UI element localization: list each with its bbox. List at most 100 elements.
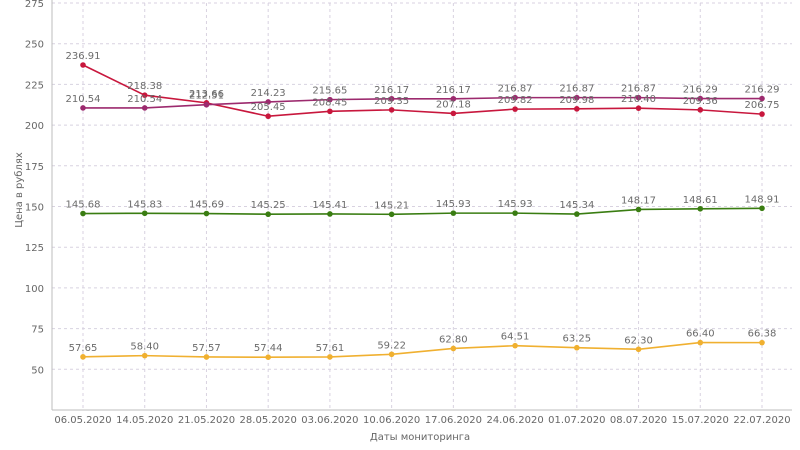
x-tick-label: 14.05.2020 [116, 415, 173, 426]
data-label: 145.68 [66, 200, 101, 211]
x-tick-label: 21.05.2020 [178, 415, 235, 426]
data-label: 216.87 [621, 84, 656, 95]
data-label: 62.80 [439, 334, 468, 345]
data-point [388, 95, 395, 102]
data-label: 236.91 [66, 51, 101, 62]
y-tick-label: 225 [25, 80, 44, 91]
data-point [203, 101, 210, 108]
data-point [759, 111, 765, 117]
data-label: 214.23 [251, 88, 286, 99]
axes: 50 75 100 125 150 175 200 225 250 275 06.05.2020 14… [25, 0, 792, 426]
y-tick-label: 125 [25, 243, 44, 254]
data-label: 213.66 [189, 89, 224, 100]
data-label: 205.45 [251, 102, 286, 113]
data-point [574, 211, 580, 217]
series-line [82, 64, 763, 118]
data-point [141, 352, 148, 359]
data-label: 57.61 [316, 343, 345, 354]
data-label: 209.36 [683, 96, 718, 107]
series-line [82, 341, 763, 358]
data-point [574, 106, 580, 112]
data-label: 59.22 [377, 340, 406, 351]
data-label: 209.35 [374, 96, 409, 107]
data-point [141, 105, 148, 111]
data-label: 206.75 [745, 100, 780, 111]
y-axis-title: Цена в рублях [14, 152, 25, 228]
data-point [80, 105, 86, 111]
data-label: 58.40 [130, 342, 159, 353]
y-tick-label: 175 [25, 162, 44, 173]
data-point [512, 106, 518, 112]
data-label: 145.93 [436, 199, 471, 210]
y-tick-label: 100 [25, 284, 44, 295]
data-label: 145.69 [189, 200, 224, 211]
data-point [203, 210, 210, 217]
data-point [450, 95, 457, 102]
x-axis-title: Даты мониторинга [370, 432, 470, 443]
data-label: 215.65 [312, 86, 347, 97]
y-tick-label: 75 [31, 325, 44, 336]
data-label: 145.41 [312, 200, 347, 211]
series-lines [80, 62, 765, 360]
data-point [635, 94, 642, 101]
data-point [80, 210, 86, 217]
data-label: 216.17 [436, 85, 471, 96]
data-point [141, 210, 148, 217]
data-label: 216.17 [374, 85, 409, 96]
data-point [759, 339, 765, 346]
data-label: 66.38 [748, 329, 777, 340]
data-label: 145.34 [559, 200, 594, 211]
data-label: 207.18 [436, 99, 471, 110]
data-point [697, 205, 704, 212]
data-label: 64.51 [501, 332, 530, 343]
x-tick-label: 03.06.2020 [301, 415, 358, 426]
data-point [203, 354, 210, 360]
x-tick-label: 22.07.2020 [733, 415, 790, 426]
data-label: 216.29 [745, 85, 780, 96]
grid [52, 2, 792, 410]
y-tick-label: 200 [25, 121, 44, 132]
data-label: 210.54 [66, 94, 101, 105]
series-line [82, 207, 763, 216]
data-point [574, 94, 580, 101]
series-line [83, 96, 762, 109]
data-point [450, 345, 457, 352]
data-label: 212.51 [189, 91, 224, 102]
x-tick-label: 15.07.2020 [672, 415, 729, 426]
data-label: 210.54 [127, 94, 162, 105]
data-point [759, 205, 765, 212]
data-point [80, 354, 86, 360]
x-tick-label: 01.07.2020 [548, 415, 605, 426]
data-label: 209.82 [498, 95, 533, 106]
data-labels: 236.91 218.38 213.66 205.45 208.45 209.35 207.… [66, 51, 780, 354]
data-point [697, 339, 704, 346]
data-point [574, 344, 580, 351]
y-tick-label: 150 [25, 203, 44, 214]
data-point [512, 210, 518, 216]
x-tick-label: 10.06.2020 [363, 415, 420, 426]
data-label: 209.98 [559, 95, 594, 106]
data-label: 57.57 [192, 343, 221, 354]
y-tick-label: 275 [25, 0, 44, 10]
data-point [450, 110, 457, 117]
data-point [635, 105, 642, 111]
data-label: 66.40 [686, 329, 715, 340]
data-label: 145.83 [127, 199, 162, 210]
data-point [512, 342, 518, 349]
data-point [265, 99, 271, 105]
data-point [327, 96, 333, 103]
data-label: 145.93 [498, 199, 533, 210]
data-point [697, 95, 704, 102]
data-label: 208.45 [312, 97, 347, 108]
data-label: 57.44 [254, 343, 283, 354]
data-label: 57.65 [69, 343, 98, 354]
data-point [635, 346, 642, 353]
data-point [265, 354, 271, 360]
x-tick-label: 08.07.2020 [610, 415, 667, 426]
data-label: 216.87 [498, 84, 533, 95]
data-point [265, 113, 271, 120]
data-label: 216.87 [559, 84, 594, 95]
data-label: 148.17 [621, 195, 656, 206]
data-label: 216.29 [683, 85, 718, 96]
